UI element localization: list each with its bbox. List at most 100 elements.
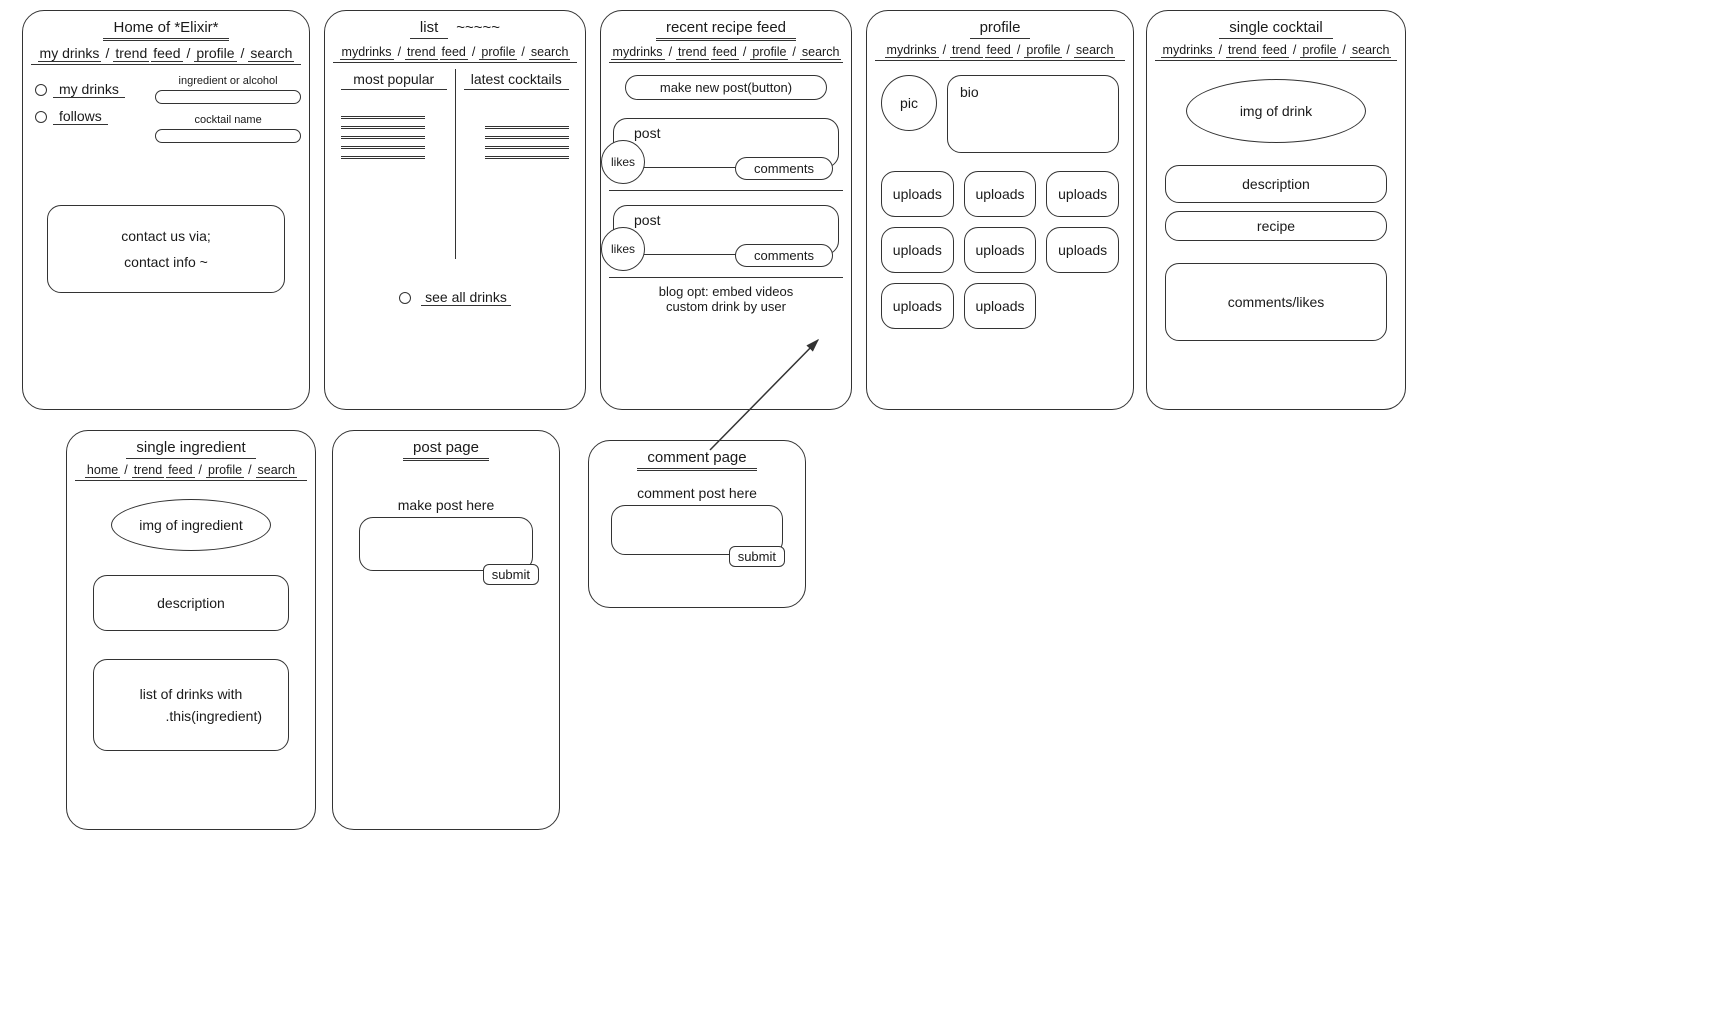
list-item[interactable]	[485, 146, 569, 149]
page-title: comment page	[637, 449, 756, 471]
list-item[interactable]	[341, 146, 425, 149]
upload-tile[interactable]: uploads	[881, 283, 954, 329]
bullet-icon	[35, 84, 47, 96]
nav-feed[interactable]: feed	[440, 45, 468, 60]
nav-feed[interactable]: feed	[1261, 43, 1289, 58]
post-input-label: make post here	[341, 497, 551, 513]
upload-tile[interactable]: uploads	[881, 227, 954, 273]
nav-mydrinks[interactable]: mydrinks	[885, 43, 939, 58]
recipe-box: recipe	[1165, 211, 1387, 241]
nav-trend[interactable]: trend	[676, 45, 709, 60]
drink-image: img of drink	[1186, 79, 1366, 143]
sidebar-item-follows[interactable]: follows	[53, 108, 108, 125]
sidebar-item-my-drinks[interactable]: my drinks	[53, 81, 125, 98]
nav-feed[interactable]: feed	[151, 45, 182, 62]
upload-tile[interactable]: uploads	[964, 283, 1037, 329]
nav-search[interactable]: search	[1074, 43, 1116, 58]
likes-badge[interactable]: likes	[601, 227, 645, 271]
list-line1: list of drinks with	[140, 686, 243, 702]
frame-post-page: post page make post here submit	[332, 430, 560, 830]
nav-trend[interactable]: trend	[132, 463, 165, 478]
comments-likes-box[interactable]: comments/likes	[1165, 263, 1387, 341]
description-box: description	[1165, 165, 1387, 203]
nav-feed[interactable]: feed	[985, 43, 1013, 58]
make-new-post-button[interactable]: make new post(button)	[625, 75, 827, 100]
list-item[interactable]	[341, 116, 425, 119]
nav-mydrinks[interactable]: mydrinks	[1161, 43, 1215, 58]
nav-trend[interactable]: trend	[113, 45, 149, 62]
frame-profile: profile mydrinks/ trend feed/ profile/ s…	[866, 10, 1134, 410]
nav-bar: mydrinks/ trend feed/ profile/ search	[333, 45, 577, 63]
page-title: single ingredient	[126, 439, 255, 459]
page-title: single cocktail	[1219, 19, 1332, 39]
column-most-popular: most popular	[341, 71, 447, 90]
description-box: description	[93, 575, 289, 631]
upload-tile[interactable]: uploads	[964, 171, 1037, 217]
list-item[interactable]	[485, 126, 569, 129]
nav-search[interactable]: search	[1350, 43, 1392, 58]
nav-mydrinks[interactable]: mydrinks	[611, 45, 665, 60]
list-item[interactable]	[341, 156, 425, 159]
frame-single-ingredient: single ingredient home/ trend feed/ prof…	[66, 430, 316, 830]
bio-box: bio	[947, 75, 1119, 153]
list-item[interactable]	[341, 126, 425, 129]
wiggle-icon: ~~~~~	[456, 19, 500, 36]
frame-home: Home of *Elixir* my drinks/ trend feed/ …	[22, 10, 310, 410]
ingredient-search-label: ingredient or alcohol	[155, 75, 301, 87]
nav-profile[interactable]: profile	[194, 45, 236, 62]
cocktail-search-input[interactable]	[155, 129, 301, 143]
nav-mydrinks[interactable]: mydrinks	[340, 45, 394, 60]
nav-profile[interactable]: profile	[206, 463, 244, 478]
contact-box: contact us via; contact info ~	[47, 205, 285, 293]
nav-mydrinks[interactable]: my drinks	[38, 45, 102, 62]
submit-button[interactable]: submit	[483, 564, 539, 585]
comment-input-label: comment post here	[597, 485, 797, 501]
frame-feed: recent recipe feed mydrinks/ trend feed/…	[600, 10, 852, 410]
avatar[interactable]: pic	[881, 75, 937, 131]
contact-line2: contact info ~	[60, 254, 272, 270]
bullet-icon	[35, 111, 47, 123]
nav-trend[interactable]: trend	[405, 45, 438, 60]
list-item[interactable]	[485, 136, 569, 139]
submit-button[interactable]: submit	[729, 546, 785, 567]
nav-profile[interactable]: profile	[1300, 43, 1338, 58]
ingredient-search-input[interactable]	[155, 90, 301, 104]
nav-feed[interactable]: feed	[166, 463, 194, 478]
wireframe-canvas: Home of *Elixir* my drinks/ trend feed/ …	[10, 10, 1709, 1017]
bullet-icon	[399, 292, 411, 304]
list-item[interactable]	[341, 136, 425, 139]
drinks-with-ingredient-box: list of drinks with .this(ingredient)	[93, 659, 289, 751]
list-item[interactable]	[485, 156, 569, 159]
comments-button[interactable]: comments	[735, 244, 833, 267]
nav-bar: mydrinks/ trend feed/ profile/ search	[875, 43, 1125, 61]
nav-home[interactable]: home	[85, 463, 120, 478]
nav-bar: my drinks/ trend feed/ profile/ search	[31, 45, 301, 65]
see-all-drinks-link[interactable]: see all drinks	[421, 289, 511, 306]
nav-search[interactable]: search	[800, 45, 842, 60]
contact-line1: contact us via;	[60, 228, 272, 244]
nav-feed[interactable]: feed	[711, 45, 739, 60]
nav-profile[interactable]: profile	[479, 45, 517, 60]
column-latest: latest cocktails	[464, 71, 570, 90]
divider	[609, 190, 843, 191]
ingredient-image: img of ingredient	[111, 499, 271, 551]
upload-tile[interactable]: uploads	[964, 227, 1037, 273]
feed-note-1: blog opt: embed videos	[609, 284, 843, 299]
nav-search[interactable]: search	[256, 463, 298, 478]
upload-tile[interactable]: uploads	[1046, 171, 1119, 217]
likes-badge[interactable]: likes	[601, 140, 645, 184]
nav-profile[interactable]: profile	[1024, 43, 1062, 58]
comments-button[interactable]: comments	[735, 157, 833, 180]
nav-trend[interactable]: trend	[950, 43, 983, 58]
nav-trend[interactable]: trend	[1226, 43, 1259, 58]
nav-profile[interactable]: profile	[750, 45, 788, 60]
upload-tile[interactable]: uploads	[1046, 227, 1119, 273]
nav-search[interactable]: search	[529, 45, 571, 60]
frame-comment-page: comment page comment post here submit	[588, 440, 806, 608]
frame-single-cocktail: single cocktail mydrinks/ trend feed/ pr…	[1146, 10, 1406, 410]
post-textarea[interactable]	[359, 517, 533, 571]
upload-tile[interactable]: uploads	[881, 171, 954, 217]
page-title: recent recipe feed	[656, 19, 796, 41]
nav-search[interactable]: search	[248, 45, 294, 62]
feed-note-2: custom drink by user	[609, 299, 843, 314]
